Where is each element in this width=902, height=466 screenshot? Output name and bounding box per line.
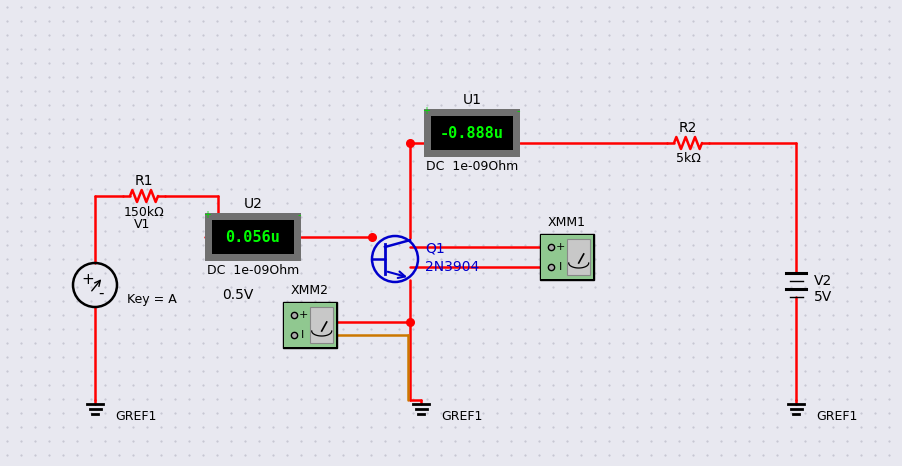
Bar	[283, 302, 337, 348]
Text: 2N3904: 2N3904	[425, 260, 479, 274]
Text: R1: R1	[134, 174, 153, 188]
Bar	[284, 303, 336, 347]
Text: V1: V1	[133, 219, 151, 232]
Text: U2: U2	[244, 197, 262, 211]
Text: XMM2: XMM2	[291, 283, 329, 296]
Text: -: -	[98, 286, 104, 301]
Text: U1: U1	[463, 93, 482, 107]
Text: 0.056u: 0.056u	[226, 231, 281, 246]
Text: Key = A: Key = A	[127, 293, 177, 306]
Text: 0.5V: 0.5V	[222, 288, 253, 302]
Text: GREF1: GREF1	[816, 410, 858, 423]
Text: +: +	[299, 310, 308, 320]
Text: GREF1: GREF1	[441, 410, 483, 423]
Text: GREF1: GREF1	[115, 410, 156, 423]
Text: -: -	[516, 106, 520, 116]
Text: +: +	[556, 242, 565, 252]
Text: -: -	[298, 210, 300, 220]
Bar	[205, 213, 301, 261]
Bar	[540, 234, 594, 280]
Text: 5kΩ: 5kΩ	[676, 151, 701, 164]
Text: +: +	[81, 273, 95, 288]
Text: +: +	[203, 210, 211, 220]
Bar	[541, 235, 593, 279]
Text: I: I	[301, 330, 305, 340]
Text: +: +	[422, 106, 430, 116]
Bar	[431, 116, 513, 150]
Text: 150kΩ: 150kΩ	[124, 206, 164, 219]
Bar	[424, 109, 520, 157]
Text: XMM1: XMM1	[548, 215, 586, 228]
Bar	[212, 220, 294, 254]
Text: -0.888u: -0.888u	[440, 126, 504, 142]
Text: Q1: Q1	[425, 242, 445, 256]
Text: I: I	[558, 262, 562, 272]
Text: V2: V2	[814, 274, 833, 288]
Text: DC  1e-09Ohm: DC 1e-09Ohm	[207, 263, 299, 276]
Bar	[310, 307, 334, 343]
Bar	[567, 239, 591, 275]
Text: R2: R2	[679, 121, 697, 135]
Text: DC  1e-09Ohm: DC 1e-09Ohm	[426, 159, 518, 172]
Text: 5V: 5V	[814, 290, 833, 304]
